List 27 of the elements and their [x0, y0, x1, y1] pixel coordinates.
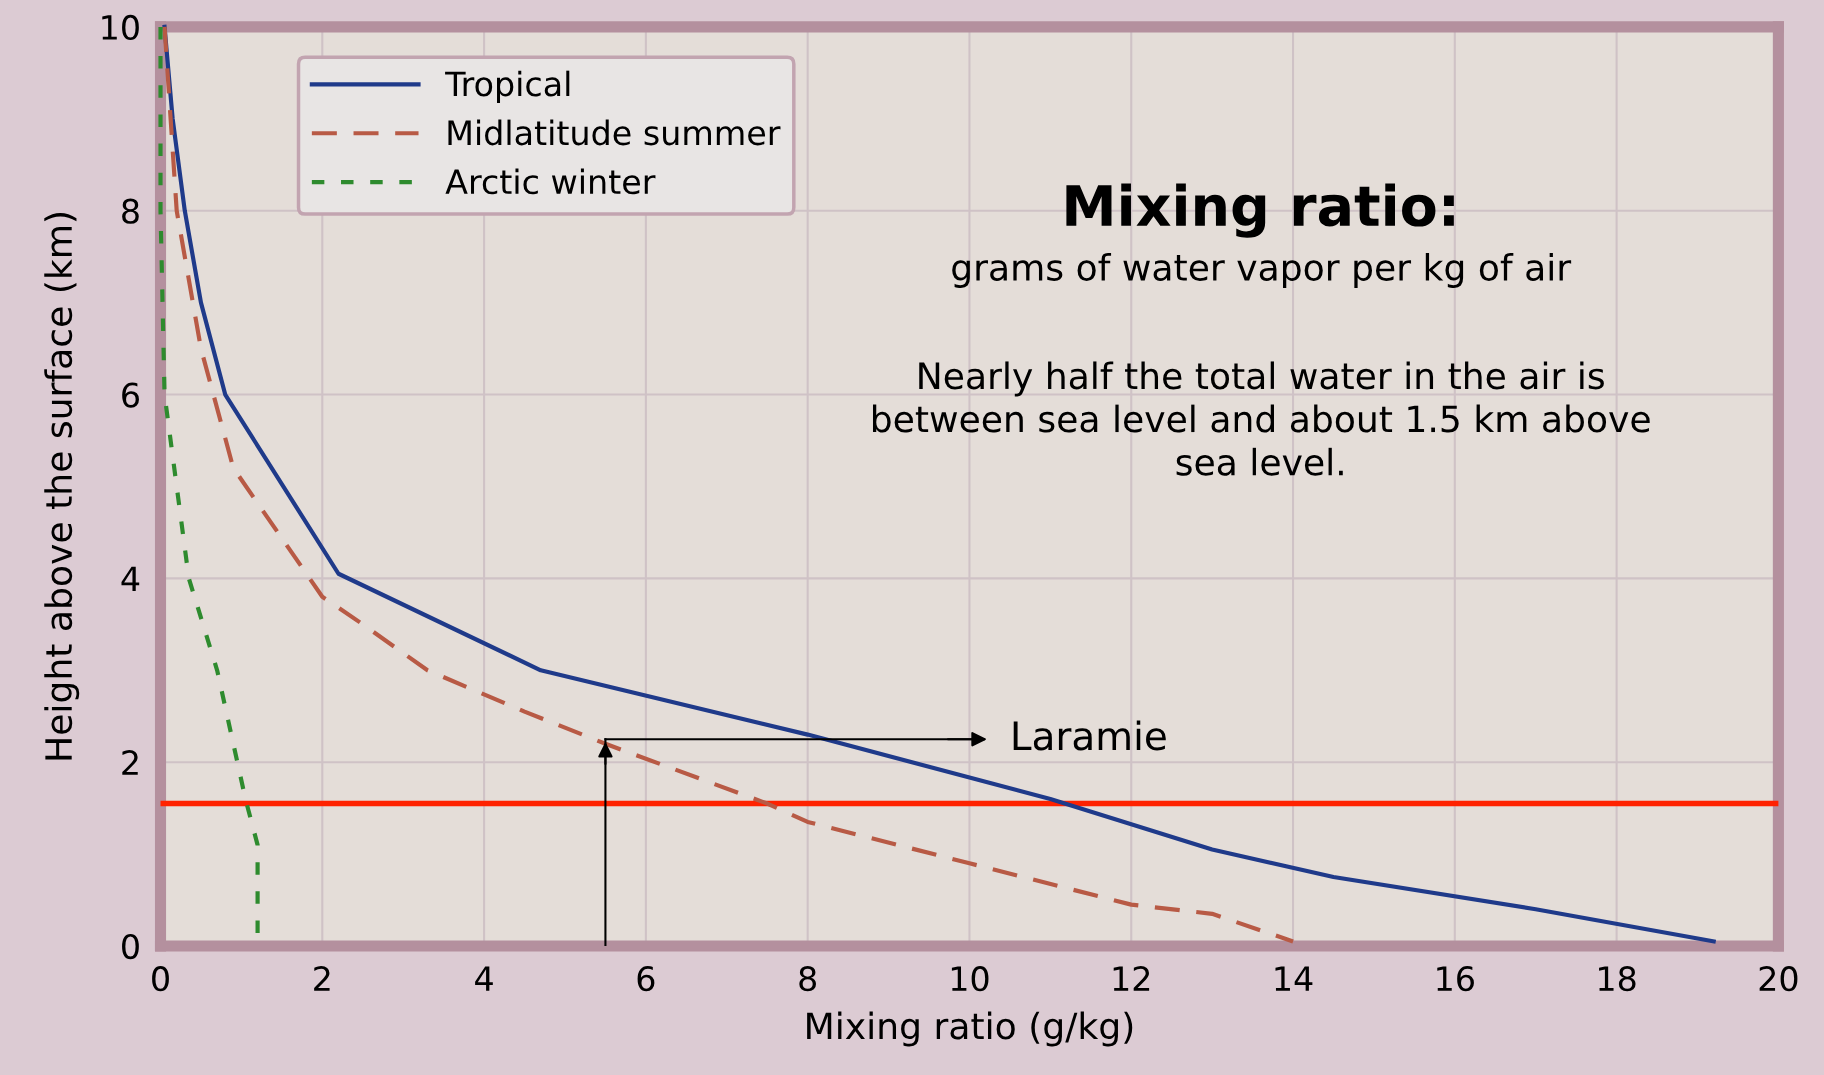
legend-label: Midlatitude summer [448, 119, 781, 146]
x-tick-label: 14 [1275, 966, 1313, 991]
x-tick-label: 6 [637, 966, 655, 992]
y-tick-label: 2 [122, 750, 138, 775]
annotation: grams of water vapor per kg of air [952, 252, 1572, 288]
y-tick-label: 8 [122, 198, 139, 224]
x-tick-label: 8 [799, 966, 816, 992]
y-tick-label: 4 [121, 566, 140, 592]
y-tick-label: 10 [102, 14, 139, 41]
x-tick-label: 16 [1437, 966, 1474, 992]
y-tick-label: 6 [122, 382, 139, 408]
x-tick-label: 4 [475, 966, 493, 991]
annotation: Mixing ratio: [1066, 183, 1454, 238]
annotation: Nearly half the total water in the air is between sea level and about 1.5 km above sea level. [872, 361, 1650, 476]
annotation: Laramie [1013, 720, 1166, 751]
legend-label: Tropical [445, 70, 570, 103]
x-tick-label: 18 [1599, 966, 1636, 992]
x-tick-label: 0 [152, 966, 169, 992]
x-tick-label: 12 [1113, 966, 1150, 991]
line-series [162, 24, 1716, 944]
legend-label: Arctic winter [445, 168, 656, 195]
x-axis-title: Mixing ratio (g/kg) [807, 1011, 1133, 1047]
y-tick-label: 0 [122, 933, 139, 960]
x-tick-label: 2 [314, 966, 330, 991]
x-tick-label: 10 [951, 966, 989, 992]
x-tick-label: 20 [1759, 966, 1798, 992]
y-axis-title: Height above the surface (km) [44, 213, 80, 760]
